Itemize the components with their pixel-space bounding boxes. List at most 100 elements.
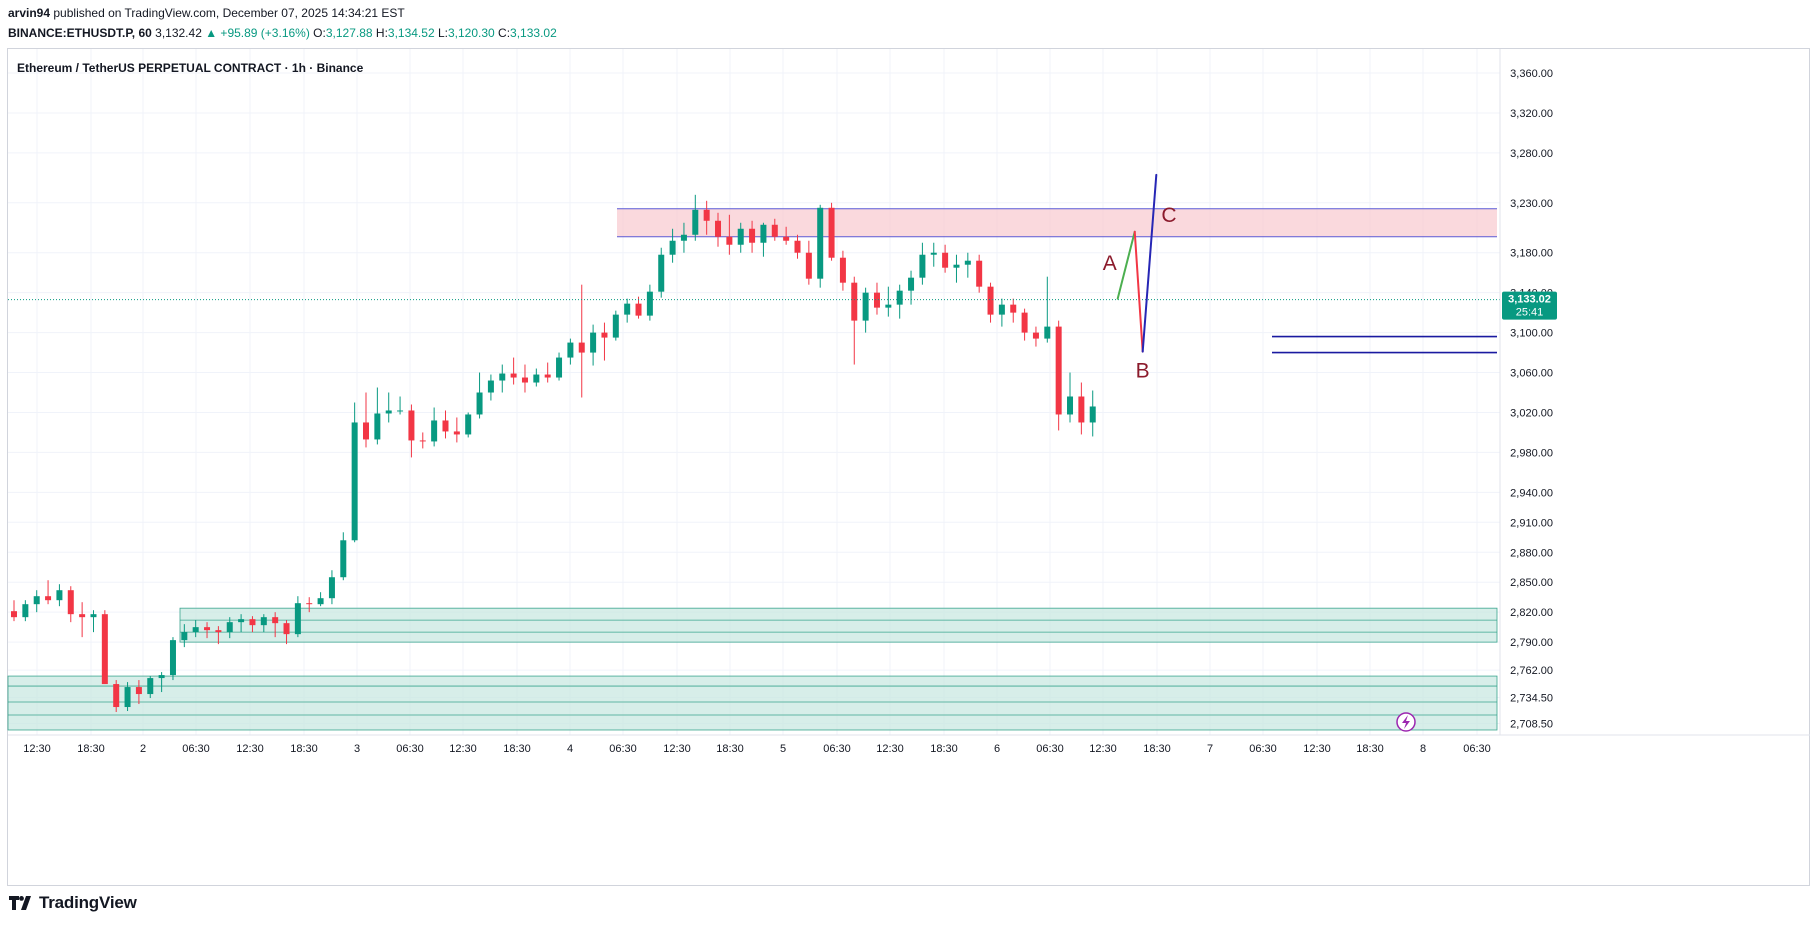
y-tick-label: 3,060.00 (1510, 368, 1553, 380)
candle-body (658, 254, 665, 292)
low-label: L: (437, 26, 448, 40)
candle-body (726, 236, 733, 245)
candle (885, 286, 892, 317)
candle (397, 396, 404, 415)
x-tick-label: 06:30 (1249, 743, 1277, 755)
chart-symbol-title: Ethereum / TetherUS PERPETUAL CONTRACT ·… (17, 61, 364, 75)
candle-body (987, 286, 994, 315)
candle-body (760, 224, 767, 243)
candle (442, 410, 449, 439)
candle (771, 218, 778, 241)
candle-body (408, 410, 415, 441)
candle (1078, 382, 1085, 435)
candle (340, 532, 347, 581)
candle (828, 202, 835, 261)
candle-body (624, 303, 631, 315)
lightning-icon-bolt (1402, 715, 1410, 729)
x-tick-label: 12:30 (1303, 743, 1331, 755)
x-tick-label: 12:30 (236, 743, 264, 755)
candle-body (204, 627, 211, 631)
candle (238, 614, 245, 633)
candle-body (692, 209, 699, 235)
candle (680, 222, 687, 253)
candle (181, 624, 188, 648)
x-tick-label: 3 (354, 743, 360, 755)
supply-zone (617, 208, 1497, 237)
candle-body (964, 260, 971, 265)
candle (328, 570, 335, 605)
candle (317, 592, 324, 607)
candle (90, 610, 97, 633)
candle (601, 322, 608, 361)
high-value: 3,134.52 (387, 26, 435, 40)
candle (419, 432, 426, 449)
tradingview-brand[interactable]: TradingView (9, 893, 137, 913)
lightning-icon[interactable] (1396, 712, 1416, 732)
candle (192, 620, 199, 638)
candle-body (22, 604, 29, 618)
candle (590, 324, 597, 366)
candle (1044, 276, 1051, 343)
candle-body (306, 603, 313, 605)
candle-body (635, 303, 642, 316)
candle (715, 212, 722, 247)
candle (204, 622, 211, 639)
chart-frame (7, 48, 1810, 886)
candle-body (56, 590, 63, 601)
candle-body (465, 414, 472, 435)
x-tick-label: 06:30 (1463, 743, 1491, 755)
author-name[interactable]: arvin94 (8, 6, 51, 20)
candle (215, 626, 222, 645)
x-tick-label: 18:30 (1356, 743, 1384, 755)
candle (499, 364, 506, 393)
candle (453, 417, 460, 443)
candle (873, 282, 880, 315)
candle (612, 310, 619, 341)
candle (249, 616, 256, 633)
candle (11, 600, 17, 622)
candle (953, 254, 960, 283)
candle-body (862, 292, 869, 321)
candle (260, 614, 267, 633)
demand-zone-lower (7, 675, 1498, 731)
candle-body (1078, 396, 1085, 423)
y-tick-label: 2,820.00 (1510, 607, 1553, 619)
y-tick-label: 3,280.00 (1510, 148, 1553, 160)
candle (783, 226, 790, 245)
candle (385, 392, 392, 423)
candle (919, 242, 926, 285)
candle (737, 222, 744, 253)
candle (760, 222, 767, 257)
candle (67, 586, 74, 623)
candle (158, 672, 165, 693)
candle-body (487, 380, 494, 393)
x-tick-label: 6 (994, 743, 1000, 755)
y-tick-label: 2,790.00 (1510, 637, 1553, 649)
candle-body (1021, 312, 1028, 333)
candle-body (612, 314, 619, 338)
x-tick-label: 5 (780, 743, 786, 755)
candle (669, 228, 676, 263)
candle-body (749, 228, 756, 243)
candle-body (703, 209, 710, 221)
candle-body (828, 207, 835, 258)
candle (794, 234, 801, 259)
candle-body (533, 374, 540, 383)
x-tick-label: 18:30 (77, 743, 105, 755)
y-tick-label: 3,360.00 (1510, 68, 1553, 80)
candle (635, 296, 642, 319)
candle-body (11, 611, 17, 618)
candle (987, 282, 994, 323)
candles-layer (11, 194, 1096, 713)
projection-leg-2 (1133, 230, 1144, 353)
candle (964, 252, 971, 278)
candle-body (158, 675, 165, 679)
x-tick-label: 18:30 (1143, 743, 1171, 755)
candle (22, 600, 29, 622)
candle (805, 240, 812, 285)
candle (839, 250, 846, 291)
candle (1032, 326, 1039, 347)
projection-leg-1 (1116, 230, 1136, 300)
symbol-interval: BINANCE:ETHUSDT.P, 60 (8, 26, 152, 40)
